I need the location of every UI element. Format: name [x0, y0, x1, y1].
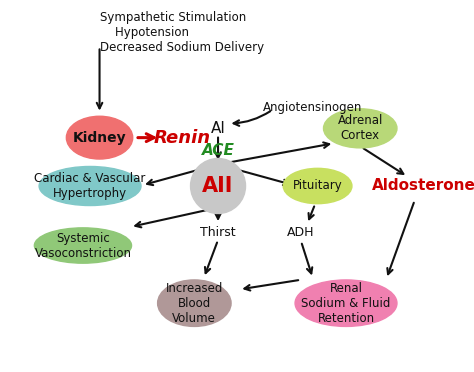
Text: Renal
Sodium & Fluid
Retention: Renal Sodium & Fluid Retention: [301, 282, 391, 325]
Text: Kidney: Kidney: [73, 131, 127, 145]
Text: Renin: Renin: [154, 129, 211, 147]
Text: Thirst: Thirst: [200, 226, 236, 239]
Text: Systemic
Vasoconstriction: Systemic Vasoconstriction: [35, 231, 131, 260]
Ellipse shape: [191, 158, 246, 214]
Ellipse shape: [323, 109, 397, 148]
Ellipse shape: [295, 280, 397, 327]
Text: ACE: ACE: [201, 143, 235, 158]
Text: Increased
Blood
Volume: Increased Blood Volume: [165, 282, 223, 325]
Text: Cardiac & Vascular
Hypertrophy: Cardiac & Vascular Hypertrophy: [35, 172, 146, 200]
Ellipse shape: [66, 116, 133, 159]
Text: Pituitary: Pituitary: [293, 180, 342, 192]
Ellipse shape: [34, 228, 131, 263]
Text: Adrenal
Cortex: Adrenal Cortex: [337, 114, 383, 142]
Text: ADH: ADH: [287, 226, 315, 239]
Ellipse shape: [157, 280, 231, 327]
Ellipse shape: [283, 168, 352, 204]
Text: Sympathetic Stimulation
    Hypotension
Decreased Sodium Delivery: Sympathetic Stimulation Hypotension Decr…: [100, 11, 264, 54]
Ellipse shape: [39, 166, 141, 205]
Text: AI: AI: [210, 121, 226, 136]
Text: Angiotensinogen: Angiotensinogen: [263, 102, 363, 114]
Text: Aldosterone: Aldosterone: [372, 179, 474, 193]
Text: AII: AII: [202, 176, 234, 196]
